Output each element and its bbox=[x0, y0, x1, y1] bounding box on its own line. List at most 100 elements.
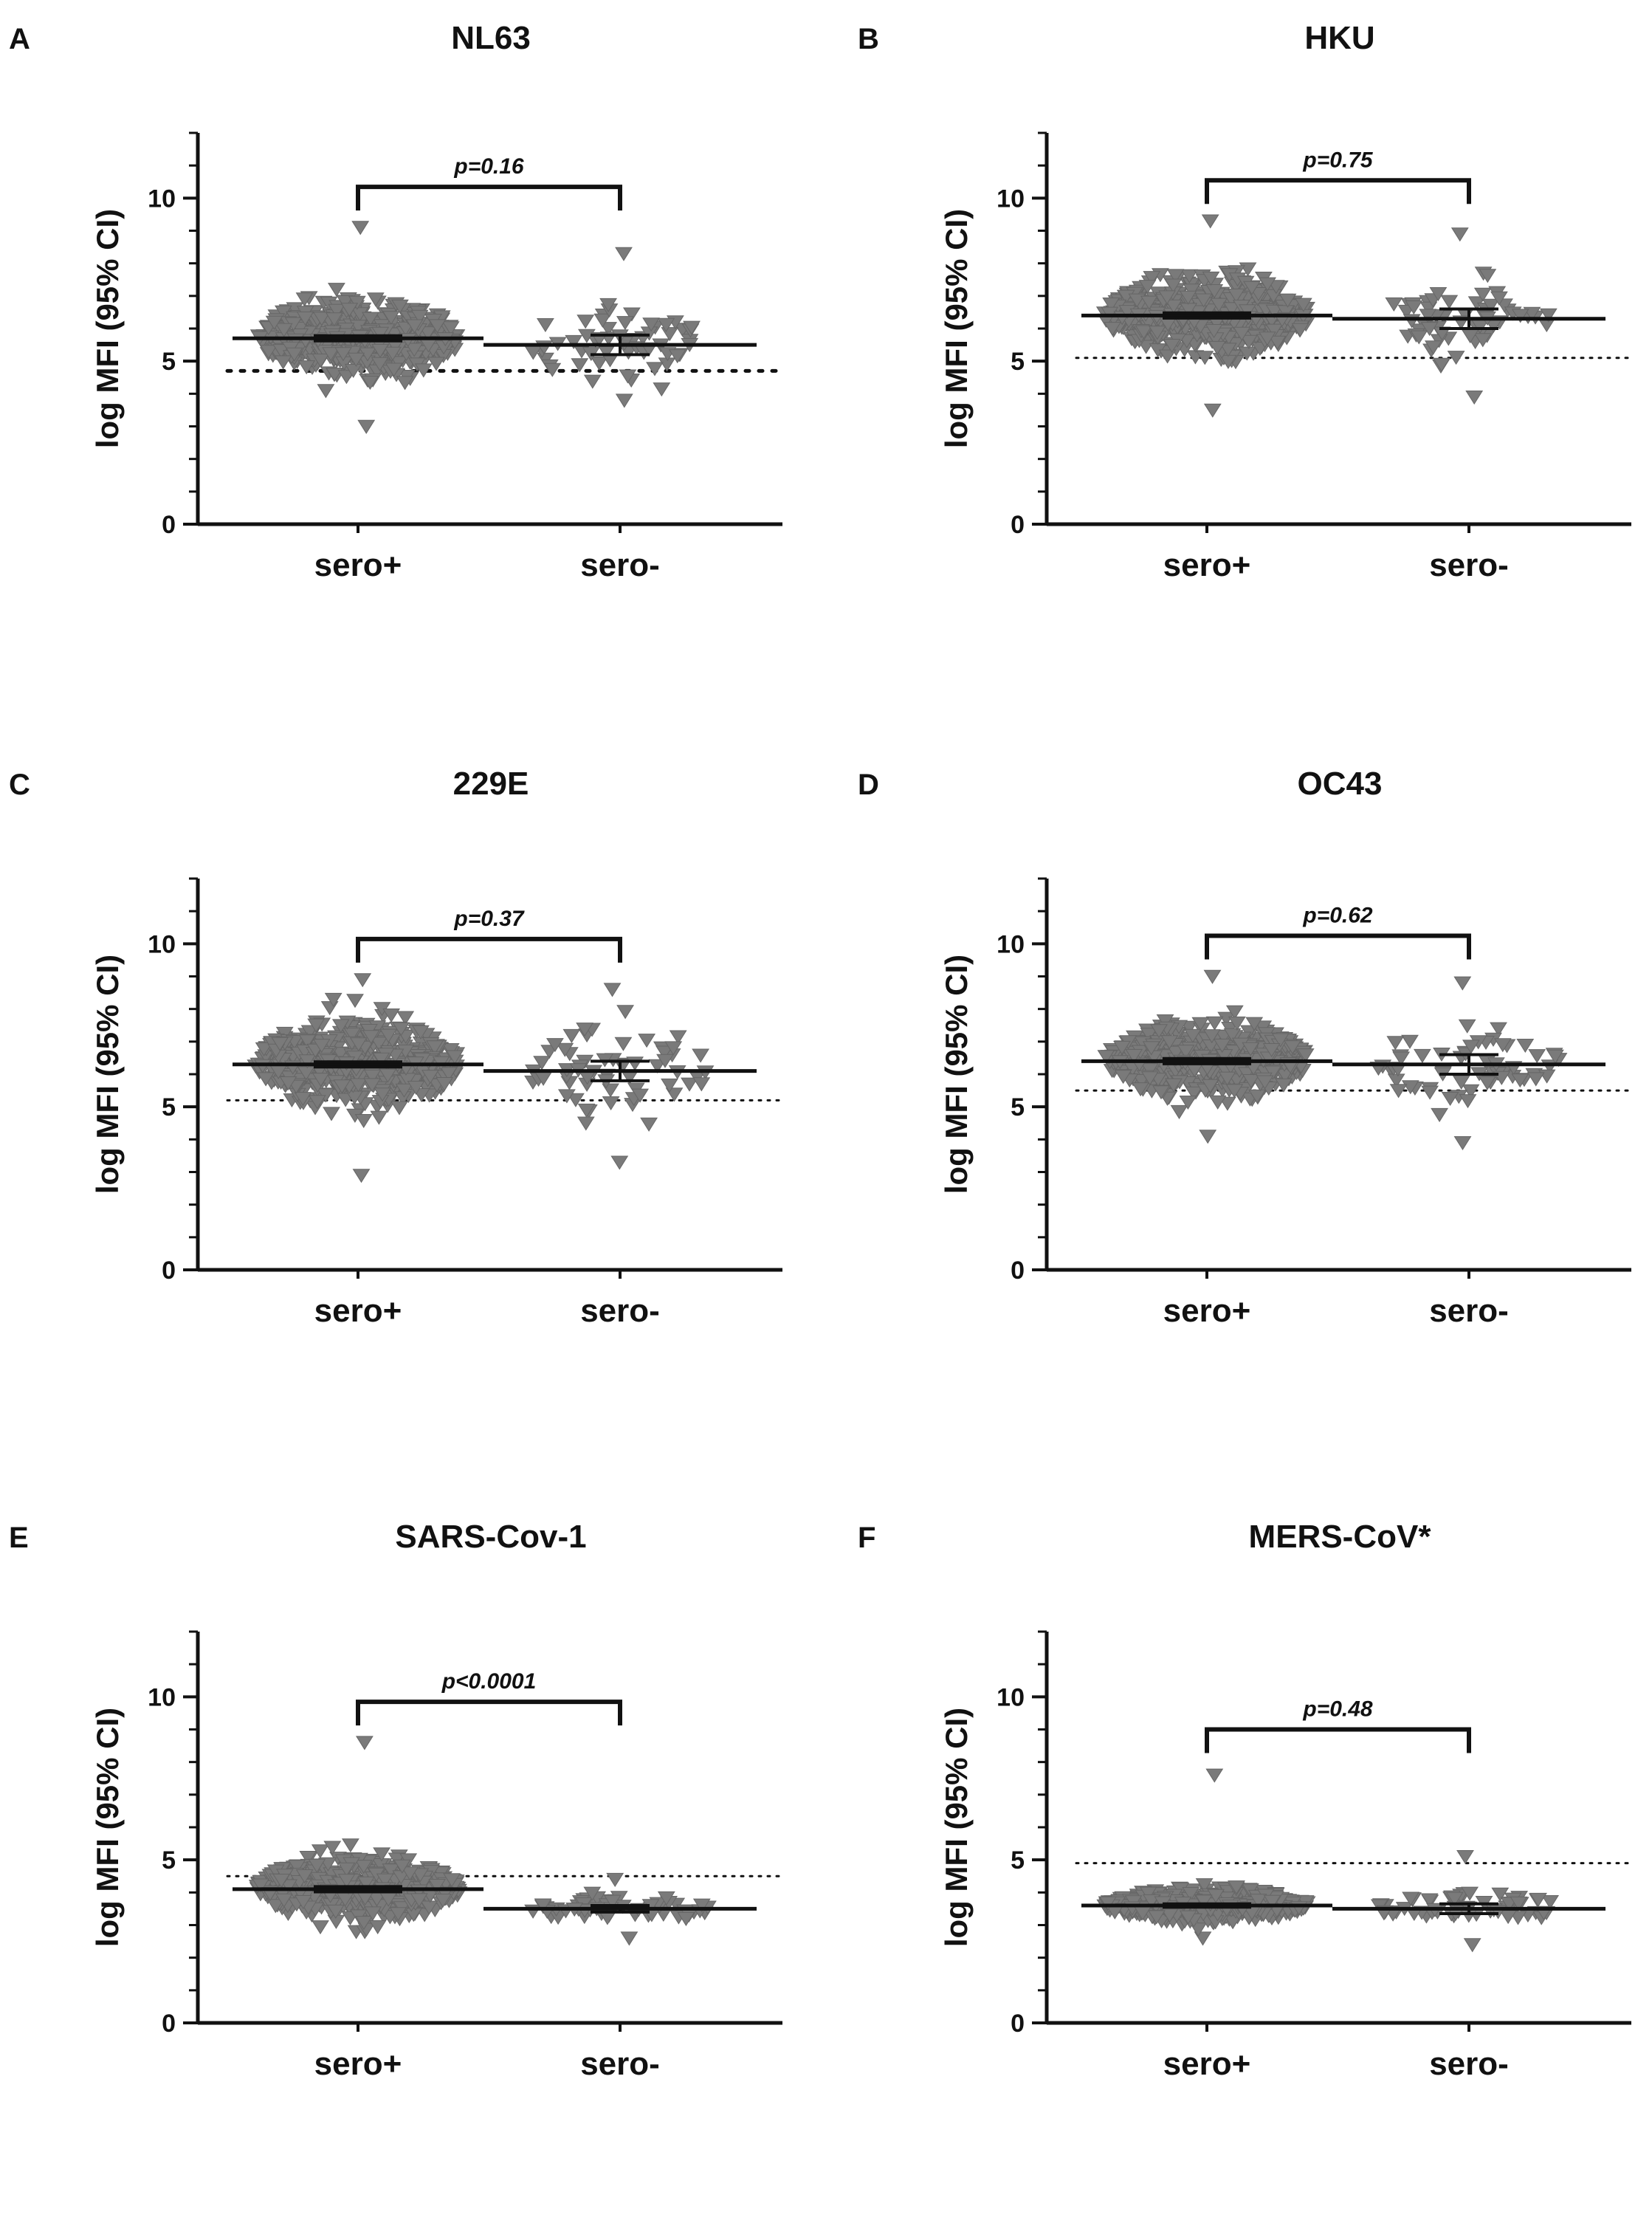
data-point bbox=[401, 1866, 419, 1881]
data-point bbox=[1410, 330, 1428, 345]
p-value-label: p=0.37 bbox=[453, 907, 525, 931]
data-point bbox=[385, 362, 403, 377]
data-point bbox=[345, 1090, 364, 1105]
p-value-label: p<0.0001 bbox=[441, 1669, 537, 1694]
data-point bbox=[1160, 1908, 1179, 1923]
data-point bbox=[534, 1898, 552, 1913]
data-point bbox=[599, 322, 618, 337]
y-tick-label: 5 bbox=[162, 1846, 176, 1875]
data-point bbox=[1440, 295, 1459, 309]
data-point bbox=[349, 1078, 368, 1093]
data-point bbox=[1140, 1028, 1158, 1042]
data-point bbox=[681, 1077, 698, 1092]
data-point bbox=[272, 1874, 291, 1889]
data-point bbox=[1182, 1887, 1200, 1902]
x-category-label: sero+ bbox=[314, 2046, 402, 2082]
data-point bbox=[1275, 1078, 1293, 1093]
y-tick-label: 10 bbox=[997, 185, 1025, 213]
data-point bbox=[1114, 1070, 1132, 1085]
data-point bbox=[428, 319, 447, 334]
data-point bbox=[1401, 1080, 1419, 1095]
data-point bbox=[606, 1872, 624, 1887]
data-point bbox=[361, 312, 379, 326]
data-point bbox=[1473, 333, 1492, 348]
data-point bbox=[1128, 293, 1146, 308]
data-point bbox=[1113, 1040, 1131, 1055]
data-point bbox=[325, 312, 343, 327]
data-point bbox=[646, 362, 664, 377]
data-point bbox=[1210, 298, 1228, 312]
data-point bbox=[1185, 1086, 1203, 1101]
data-point bbox=[1242, 1042, 1260, 1056]
data-point bbox=[446, 1050, 464, 1065]
data-point bbox=[331, 1047, 350, 1062]
data-point bbox=[1205, 1016, 1224, 1031]
data-point bbox=[1461, 1886, 1479, 1901]
data-point bbox=[1196, 351, 1214, 365]
data-point bbox=[1205, 1768, 1224, 1783]
data-point bbox=[297, 360, 316, 375]
chart-title: SARS-Cov-1 bbox=[395, 1519, 586, 1555]
chart-svg: E SARS-Cov-1 log MFI (95% CI) 0 5 10 sero+ sero… bbox=[9, 1519, 784, 2082]
data-point bbox=[1140, 295, 1158, 310]
data-point bbox=[414, 363, 433, 378]
data-point bbox=[407, 1081, 425, 1096]
data-point bbox=[1239, 334, 1258, 349]
data-point bbox=[436, 1077, 454, 1092]
data-point bbox=[308, 1858, 326, 1873]
significance-bracket bbox=[1205, 933, 1471, 960]
data-points bbox=[248, 1736, 717, 1946]
data-point bbox=[576, 1023, 594, 1037]
data-point bbox=[441, 1043, 460, 1058]
data-point bbox=[661, 1078, 678, 1093]
data-point bbox=[1228, 1880, 1245, 1895]
data-point bbox=[295, 292, 314, 307]
data-point bbox=[1453, 1136, 1472, 1151]
data-point bbox=[351, 221, 370, 236]
data-point bbox=[371, 326, 390, 341]
x-category-label: sero+ bbox=[1163, 547, 1251, 583]
data-point bbox=[1419, 309, 1437, 323]
data-point bbox=[565, 334, 583, 349]
data-point bbox=[337, 370, 356, 385]
data-point bbox=[271, 1037, 289, 1051]
data-point bbox=[312, 1073, 330, 1087]
data-point bbox=[642, 317, 661, 332]
data-point bbox=[1201, 1079, 1219, 1093]
data-point bbox=[1102, 298, 1121, 312]
y-tick-label: 5 bbox=[1011, 1093, 1025, 1121]
data-point bbox=[364, 1906, 382, 1921]
significance-bracket bbox=[1205, 1727, 1471, 1753]
data-point bbox=[668, 349, 686, 364]
data-point bbox=[370, 1110, 388, 1125]
data-point bbox=[1291, 323, 1309, 337]
data-point bbox=[384, 346, 402, 361]
data-point bbox=[368, 1920, 387, 1934]
data-point bbox=[1459, 1094, 1477, 1109]
data-point bbox=[1528, 1049, 1546, 1064]
y-tick-label: 0 bbox=[162, 2010, 176, 2038]
data-point bbox=[426, 1040, 444, 1055]
data-point bbox=[410, 1893, 428, 1908]
data-point bbox=[399, 1073, 417, 1087]
data-point bbox=[379, 1028, 398, 1043]
x-category-label: sero- bbox=[1429, 1293, 1509, 1329]
data-point bbox=[1479, 269, 1497, 284]
data-point bbox=[669, 1030, 687, 1045]
data-point bbox=[566, 1093, 585, 1107]
data-point bbox=[337, 1874, 356, 1889]
data-point bbox=[1160, 1035, 1179, 1050]
data-point bbox=[1225, 1005, 1244, 1020]
data-point bbox=[1205, 324, 1223, 339]
data-point bbox=[441, 321, 460, 336]
data-point bbox=[603, 1894, 622, 1909]
data-point bbox=[1431, 1107, 1449, 1122]
panel-letter: D bbox=[858, 769, 879, 801]
data-point bbox=[382, 311, 400, 326]
data-point bbox=[1421, 1085, 1439, 1100]
panel-nl63: A NL63 log MFI (95% CI) 0 5 10 sero+ sero-p=0.1… bbox=[0, 0, 826, 738]
data-point bbox=[622, 307, 641, 322]
data-point bbox=[1132, 1082, 1150, 1097]
data-point bbox=[692, 1898, 711, 1913]
data-point bbox=[1191, 1017, 1210, 1031]
